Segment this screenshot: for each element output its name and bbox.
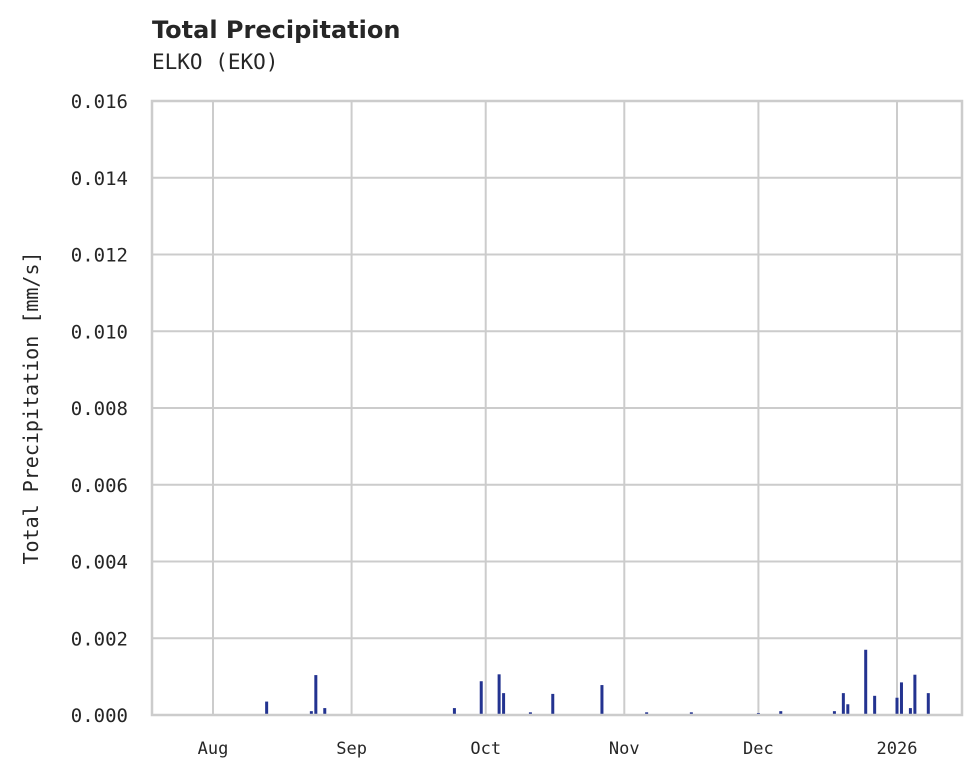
x-tick-label: Oct [470, 739, 501, 759]
x-tick-label: Sep [336, 739, 367, 759]
precip-bar [497, 674, 501, 715]
precip-bar [551, 693, 555, 715]
x-tick-label: Aug [198, 739, 229, 759]
plot-frame [150, 99, 964, 717]
precip-bar [479, 681, 483, 715]
y-tick-label: 0.014 [71, 168, 128, 190]
precip-bar [452, 708, 456, 715]
precip-bar [846, 704, 850, 715]
x-axis-ticks: Aug Sep Oct Nov Dec 2026 [198, 739, 918, 759]
data-bars [265, 649, 930, 715]
y-tick-label: 0.002 [71, 628, 128, 650]
precip-bar [895, 697, 899, 715]
precip-bar [528, 712, 532, 715]
y-axis-ticks: 0.000 0.002 0.004 0.006 0.008 0.010 0.012 0.014… [71, 91, 128, 727]
precip-bar [841, 693, 845, 715]
precip-bar [926, 693, 930, 715]
precip-bar [899, 682, 903, 715]
precip-bar [689, 712, 693, 715]
precip-bar [309, 711, 313, 715]
y-tick-label: 0.000 [71, 705, 128, 727]
axes-frame [150, 99, 964, 717]
y-tick-label: 0.010 [71, 321, 128, 343]
x-tick-label: 2026 [877, 739, 918, 759]
precip-bar [779, 711, 783, 715]
precip-bar [314, 675, 318, 715]
precip-bar [600, 685, 604, 715]
x-tick-label: Nov [609, 739, 640, 759]
y-tick-label: 0.008 [71, 398, 128, 420]
precip-bar [265, 701, 269, 715]
y-tick-label: 0.004 [71, 552, 128, 574]
x-tick-label: Dec [743, 739, 774, 759]
y-axis-label: Total Precipitation [mm/s] [19, 251, 43, 564]
precip-bar [864, 649, 868, 715]
precip-bar [832, 711, 836, 715]
precip-bar [908, 708, 912, 715]
precip-bar [913, 674, 917, 715]
grid-lines [152, 100, 962, 716]
precip-bar [645, 712, 649, 715]
precip-bar [323, 708, 327, 715]
chart-title: Total Precipitation [152, 16, 401, 44]
y-tick-label: 0.006 [71, 475, 128, 497]
chart-subtitle: ELKO (EKO) [152, 50, 279, 74]
y-tick-label: 0.012 [71, 245, 128, 267]
y-tick-label: 0.016 [71, 91, 128, 113]
precip-bar [502, 693, 506, 715]
precip-bar [873, 695, 877, 715]
